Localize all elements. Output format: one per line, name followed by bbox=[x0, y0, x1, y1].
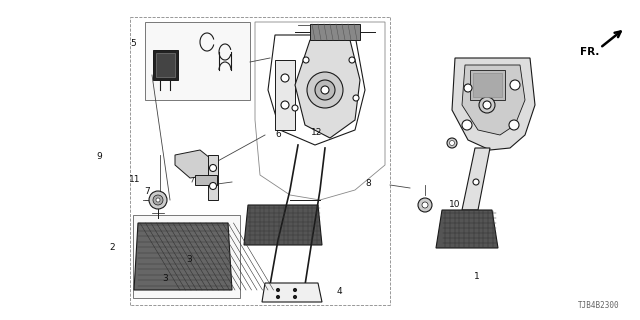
Circle shape bbox=[464, 84, 472, 92]
Circle shape bbox=[509, 120, 519, 130]
Circle shape bbox=[353, 95, 359, 101]
Circle shape bbox=[479, 97, 495, 113]
Circle shape bbox=[276, 295, 280, 299]
Circle shape bbox=[276, 289, 280, 292]
Polygon shape bbox=[462, 148, 490, 210]
Circle shape bbox=[447, 138, 457, 148]
Text: 4: 4 bbox=[337, 287, 342, 296]
Text: FR.: FR. bbox=[580, 47, 600, 57]
Circle shape bbox=[209, 182, 216, 189]
Polygon shape bbox=[262, 283, 322, 302]
Circle shape bbox=[292, 105, 298, 111]
Text: 10: 10 bbox=[449, 200, 460, 209]
Text: 7: 7 bbox=[145, 188, 150, 196]
Bar bbox=[473, 73, 502, 97]
Circle shape bbox=[473, 179, 479, 185]
Circle shape bbox=[418, 198, 432, 212]
Text: 3: 3 bbox=[163, 274, 168, 283]
Text: 5: 5 bbox=[131, 39, 136, 48]
Text: 3: 3 bbox=[186, 255, 191, 264]
Text: 11: 11 bbox=[129, 175, 140, 184]
Bar bbox=[195, 175, 217, 185]
Text: 8: 8 bbox=[365, 180, 371, 188]
Polygon shape bbox=[268, 35, 365, 145]
Text: 2: 2 bbox=[109, 244, 115, 252]
Circle shape bbox=[281, 101, 289, 109]
Polygon shape bbox=[244, 205, 322, 245]
Text: 1: 1 bbox=[474, 272, 479, 281]
Bar bbox=[310, 24, 360, 40]
Polygon shape bbox=[436, 210, 498, 248]
Bar bbox=[133, 215, 240, 298]
Circle shape bbox=[321, 86, 329, 94]
Circle shape bbox=[462, 120, 472, 130]
Circle shape bbox=[149, 191, 167, 209]
Circle shape bbox=[153, 195, 163, 205]
Polygon shape bbox=[452, 58, 535, 150]
Polygon shape bbox=[295, 40, 360, 138]
Bar bbox=[153, 50, 178, 80]
Circle shape bbox=[349, 57, 355, 63]
Polygon shape bbox=[134, 223, 232, 290]
Circle shape bbox=[315, 80, 335, 100]
Bar bbox=[156, 53, 175, 77]
Polygon shape bbox=[208, 155, 218, 200]
Text: 12: 12 bbox=[311, 128, 323, 137]
Circle shape bbox=[449, 140, 454, 146]
Circle shape bbox=[209, 164, 216, 172]
Circle shape bbox=[294, 289, 296, 292]
Text: 6: 6 bbox=[276, 130, 281, 139]
Text: TJB4B2300: TJB4B2300 bbox=[579, 301, 620, 310]
Circle shape bbox=[422, 202, 428, 208]
Circle shape bbox=[281, 74, 289, 82]
Circle shape bbox=[294, 295, 296, 299]
Text: 9: 9 bbox=[97, 152, 102, 161]
Polygon shape bbox=[275, 60, 295, 130]
Circle shape bbox=[303, 57, 309, 63]
Circle shape bbox=[156, 198, 160, 202]
Bar bbox=[470, 70, 505, 100]
Polygon shape bbox=[175, 150, 215, 178]
Circle shape bbox=[510, 80, 520, 90]
Circle shape bbox=[307, 72, 343, 108]
Bar bbox=[145, 22, 250, 100]
Circle shape bbox=[483, 101, 491, 109]
Polygon shape bbox=[462, 65, 525, 135]
